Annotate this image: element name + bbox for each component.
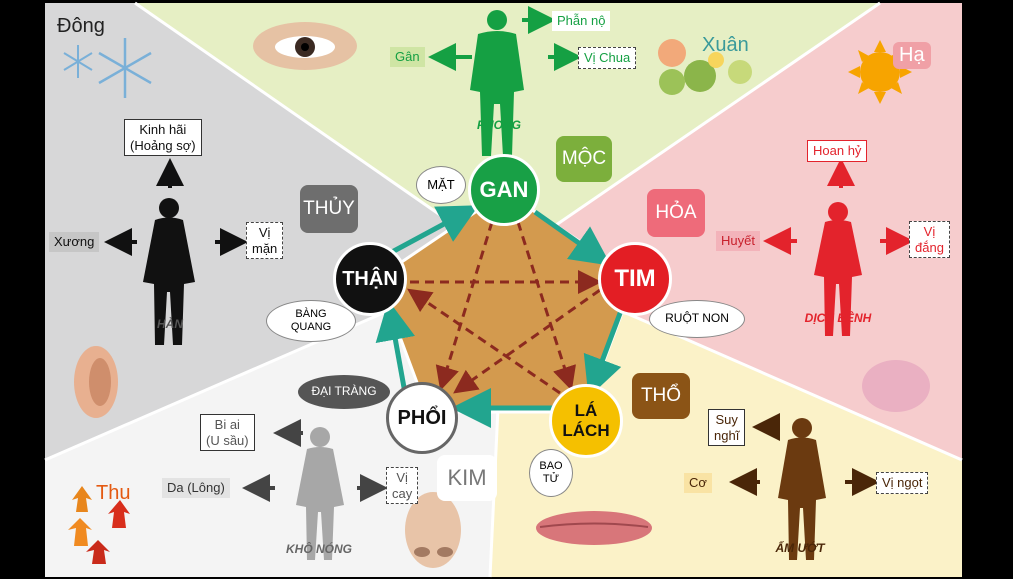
element-tho: THỔ: [632, 373, 690, 419]
earth-taste: Vị ngọt: [876, 472, 929, 494]
paired-mat: MẶT: [416, 166, 466, 204]
organ-gan: GAN: [468, 154, 540, 226]
wood-tissue: Gân: [390, 47, 425, 67]
persona-kho-nong: KHÔ NÓNG: [286, 542, 352, 556]
organ-than: THẬN: [333, 242, 407, 316]
element-hoa: HỎA: [647, 189, 705, 237]
organ-phoi: PHỔI: [386, 382, 458, 454]
persona-phong: PHONG: [476, 118, 521, 132]
organ-la-lach: LÁ LÁCH: [549, 384, 623, 458]
earth-tissue: Cơ: [684, 473, 712, 493]
dich-benh-figure: [814, 202, 862, 336]
season-ha: Hạ: [893, 42, 931, 69]
fire-taste: Vị đắng: [909, 221, 950, 259]
ear-icon: [74, 346, 118, 418]
kho-nong-figure: [296, 427, 344, 560]
season-thu: Thu: [96, 482, 131, 504]
element-kim: KIM: [437, 455, 497, 501]
water-emotion: Kinh hãi (Hoảng sợ): [124, 119, 202, 157]
persona-dich-benh: DỊCH BỆNH: [804, 311, 872, 325]
metal-taste: Vị cay: [386, 467, 419, 505]
phong-figure: [470, 10, 524, 156]
tongue-icon: [862, 360, 930, 412]
metal-emotion: Bi ai (U sầu): [200, 414, 255, 452]
paired-dai-trang: ĐẠI TRÀNG: [298, 375, 390, 409]
water-taste: Vị mặn: [246, 222, 284, 260]
earth-emotion: Suy nghĩ: [708, 409, 746, 447]
fire-tissue: Huyết: [716, 231, 760, 251]
wood-emotion: Phẫn nộ: [552, 11, 611, 31]
organ-tim: TIM: [598, 242, 672, 316]
flowers-icon: [658, 39, 752, 95]
season-dong: Đông: [57, 15, 105, 37]
paired-bang-quang: BÀNG QUANG: [266, 300, 356, 342]
metal-tissue: Da (Lông): [162, 478, 230, 498]
fire-emotion: Hoan hỷ: [807, 140, 868, 162]
am-uot-figure: [778, 418, 826, 560]
water-tissue: Xương: [49, 232, 100, 252]
eye-icon: [253, 22, 357, 70]
element-moc: MỘC: [556, 136, 612, 182]
persona-han: HÀN: [157, 317, 183, 331]
lips-icon: [536, 511, 652, 545]
paired-ruot-non: RUỘT NON: [649, 300, 745, 338]
season-xuan: Xuân: [702, 34, 749, 56]
autumn-leaves-icon: [68, 486, 130, 564]
snowflake-icon: [63, 38, 152, 98]
element-thuy: THỦY: [300, 185, 358, 233]
persona-am-uot: ẨM ƯỚT: [775, 541, 825, 555]
wood-taste: Vị Chua: [578, 47, 637, 69]
nose-icon: [405, 492, 461, 568]
han-figure: [143, 198, 195, 345]
paired-bao-tu: BAO TỬ: [529, 449, 573, 497]
